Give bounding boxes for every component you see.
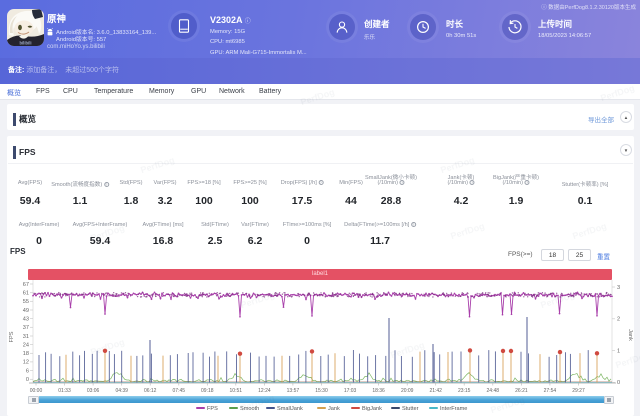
svg-text:FPS: FPS [9,331,15,342]
svg-text:15:30: 15:30 [315,388,328,394]
svg-text:49: 49 [23,308,29,314]
svg-text:23:15: 23:15 [458,388,471,394]
svg-text:12:24: 12:24 [258,388,271,394]
svg-text:13:57: 13:57 [287,388,300,394]
svg-text:43: 43 [23,316,29,322]
svg-text:24:48: 24:48 [487,388,500,394]
svg-text:2: 2 [617,317,620,323]
svg-text:17:03: 17:03 [344,388,357,394]
svg-text:0: 0 [26,377,29,383]
svg-text:27:54: 27:54 [544,388,557,394]
svg-text:24: 24 [23,342,29,348]
svg-text:12: 12 [23,360,29,366]
svg-text:09:18: 09:18 [201,388,214,394]
svg-text:07:45: 07:45 [173,388,186,394]
svg-text:31: 31 [23,334,29,340]
svg-text:67: 67 [23,282,29,288]
svg-text:26:21: 26:21 [515,388,528,394]
svg-text:06:12: 06:12 [144,388,157,394]
svg-text:Jank: Jank [627,329,633,341]
svg-text:55: 55 [23,299,29,305]
svg-text:1: 1 [617,348,620,354]
svg-text:10:51: 10:51 [230,388,243,394]
svg-text:37: 37 [23,325,29,331]
svg-text:3: 3 [617,285,620,291]
svg-text:bilibili: bilibili [19,41,31,46]
svg-text:61: 61 [23,291,29,297]
svg-text:18: 18 [23,351,29,357]
svg-text:0: 0 [617,380,620,386]
svg-text:20:09: 20:09 [401,388,414,394]
svg-text:01:33: 01:33 [58,388,71,394]
svg-text:03:06: 03:06 [87,388,100,394]
svg-text:00:00: 00:00 [30,388,43,394]
svg-text:04:39: 04:39 [115,388,128,394]
svg-text:21:42: 21:42 [429,388,442,394]
svg-text:29:27: 29:27 [572,388,585,394]
svg-text:18:36: 18:36 [372,388,385,394]
svg-text:6: 6 [26,368,29,374]
